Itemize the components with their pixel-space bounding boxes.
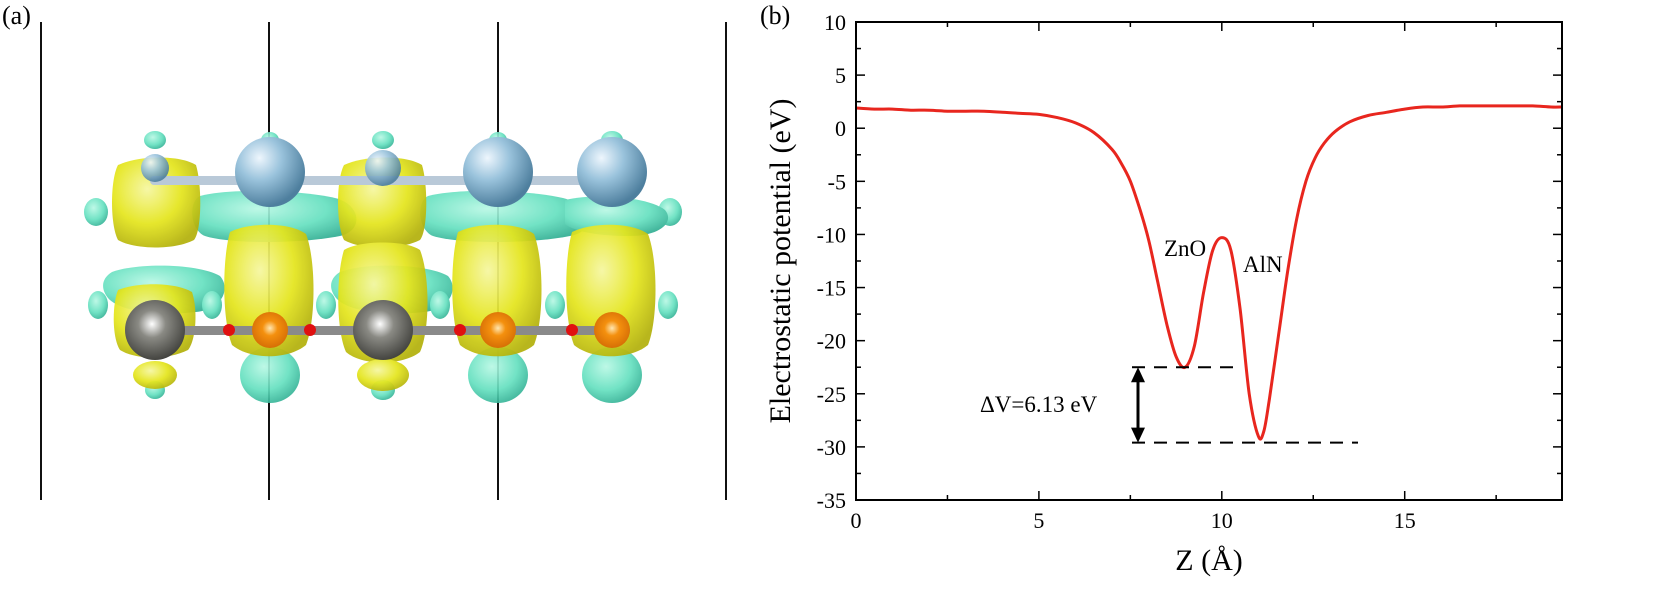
delta-v-arrow-head-up — [1131, 367, 1145, 383]
delta-v-label: ΔV=6.13 eV — [980, 392, 1098, 417]
annotations: ZnO AlN ΔV=6.13 eV — [980, 236, 1358, 444]
panel-a-label: (a) — [2, 1, 31, 30]
zno-label: ZnO — [1164, 236, 1206, 261]
delta-v-arrow-head-down — [1131, 427, 1145, 443]
y-tick-label: 5 — [835, 63, 846, 88]
y-tick-label: -5 — [828, 169, 846, 194]
y-tick-label: -10 — [817, 222, 846, 247]
y-tick-label: -15 — [817, 276, 846, 301]
plot-frame — [855, 21, 1563, 501]
y-tick-label: -20 — [817, 329, 846, 354]
charge-density-panel: (a) — [2, 1, 727, 500]
series-group — [855, 104, 1563, 441]
x-tick-label: 10 — [1211, 508, 1233, 533]
x-axis-title: Z (Å) — [1175, 544, 1242, 577]
y-tick-label: -30 — [817, 435, 846, 460]
y-tick-label: 10 — [824, 10, 846, 35]
x-tick-label: 5 — [1033, 508, 1044, 533]
y-tick-label: -25 — [817, 382, 846, 407]
top-atomic-layer — [141, 137, 647, 207]
x-tick-label: 15 — [1394, 508, 1416, 533]
y-tick-label: -35 — [817, 488, 846, 513]
panel-b-label: (b) — [760, 1, 790, 30]
y-tick-label: 0 — [835, 116, 846, 141]
y-axis-title: Electrostatic potential (eV) — [764, 99, 797, 424]
bottom-atomic-layer — [125, 300, 630, 360]
potential-chart: (b) Electrostatic potential (eV) Z (Å) 1… — [760, 1, 1563, 577]
potential-series-line — [855, 104, 1563, 441]
x-tick-label: 0 — [851, 508, 862, 533]
aln-label: AlN — [1243, 252, 1283, 277]
